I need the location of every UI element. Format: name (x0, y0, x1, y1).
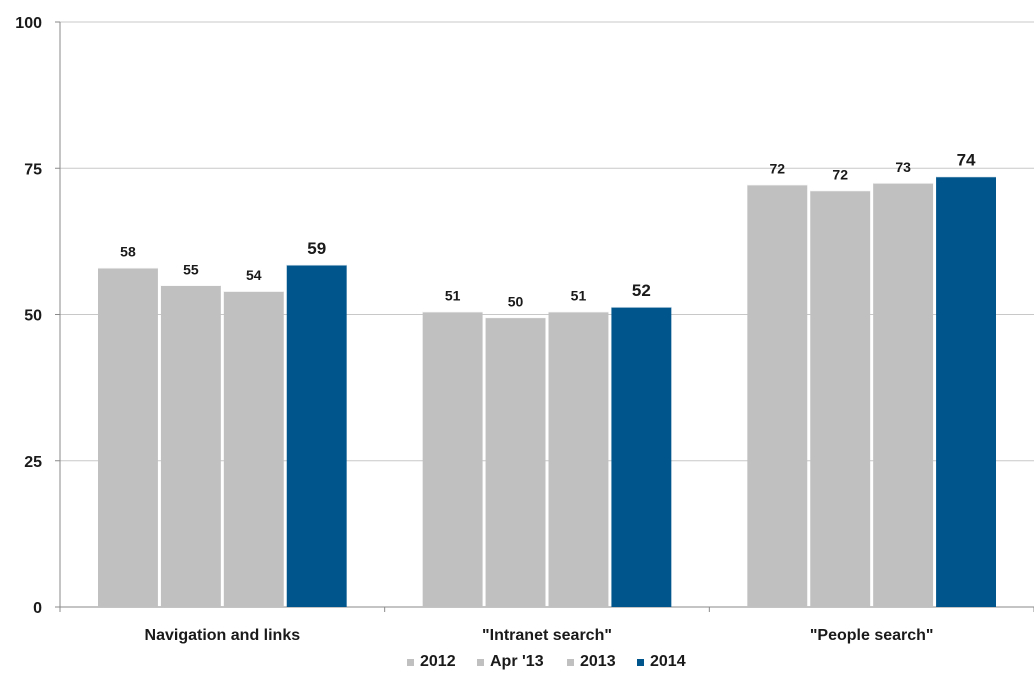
legend-swatch (477, 659, 484, 666)
bar-1-0 (422, 311, 483, 607)
data-label-2-2: 73 (895, 159, 911, 175)
y-tick-label: 75 (24, 161, 42, 178)
legend-label: 2013 (580, 653, 616, 670)
data-label-1-3: 52 (632, 281, 651, 300)
category-label: "Intranet search" (482, 627, 612, 644)
data-label-1-0: 51 (445, 288, 461, 304)
bars (98, 175, 996, 608)
category-labels: Navigation and links "Intranet search" "Pe… (145, 627, 934, 644)
data-labels: 58 55 54 59 51 50 51 52 72 72 73 74 (120, 150, 976, 309)
bar-2-2 (873, 182, 934, 607)
data-label-1-1: 50 (508, 293, 524, 309)
y-tick-label: 25 (24, 454, 42, 471)
data-label-0-3: 59 (307, 239, 326, 258)
data-label-2-1: 72 (832, 166, 848, 182)
bar-0-0 (98, 267, 158, 607)
data-label-0-2: 54 (246, 267, 262, 283)
legend-item-0: 2012 (407, 653, 456, 670)
bar-2-1 (810, 190, 871, 608)
legend: 2012 Apr '13 2013 2014 (407, 653, 686, 670)
bar-1-2 (548, 311, 609, 607)
y-tick-label: 0 (33, 600, 42, 617)
bar-0-3 (286, 264, 347, 607)
bar-0-1 (160, 285, 221, 607)
category-label: Navigation and links (145, 627, 301, 644)
data-label-0-1: 55 (183, 261, 199, 277)
bar-2-3 (936, 176, 996, 607)
bar-2-0 (747, 184, 808, 607)
legend-item-1: Apr '13 (477, 653, 544, 670)
y-tick-labels: 0 25 50 75 100 (15, 15, 42, 617)
legend-swatch (567, 659, 574, 666)
data-label-1-2: 51 (571, 288, 587, 304)
axes (55, 21, 1034, 612)
bar-0-2 (223, 291, 284, 607)
legend-label: 2012 (420, 653, 456, 670)
y-tick-label: 50 (24, 308, 42, 325)
data-label-2-0: 72 (770, 161, 786, 177)
legend-swatch (637, 659, 644, 666)
data-label-0-0: 58 (120, 244, 136, 260)
y-tick-label: 100 (15, 15, 42, 32)
bar-1-3 (611, 306, 672, 607)
data-label-2-3: 74 (957, 150, 976, 169)
legend-item-2: 2013 (567, 653, 616, 670)
legend-swatch (407, 659, 414, 666)
bar-1-1 (485, 317, 546, 607)
gridlines (60, 21, 1034, 462)
legend-item-3: 2014 (637, 653, 686, 670)
legend-label: Apr '13 (490, 653, 544, 670)
legend-label: 2014 (650, 653, 686, 670)
category-label: "People search" (810, 627, 934, 644)
